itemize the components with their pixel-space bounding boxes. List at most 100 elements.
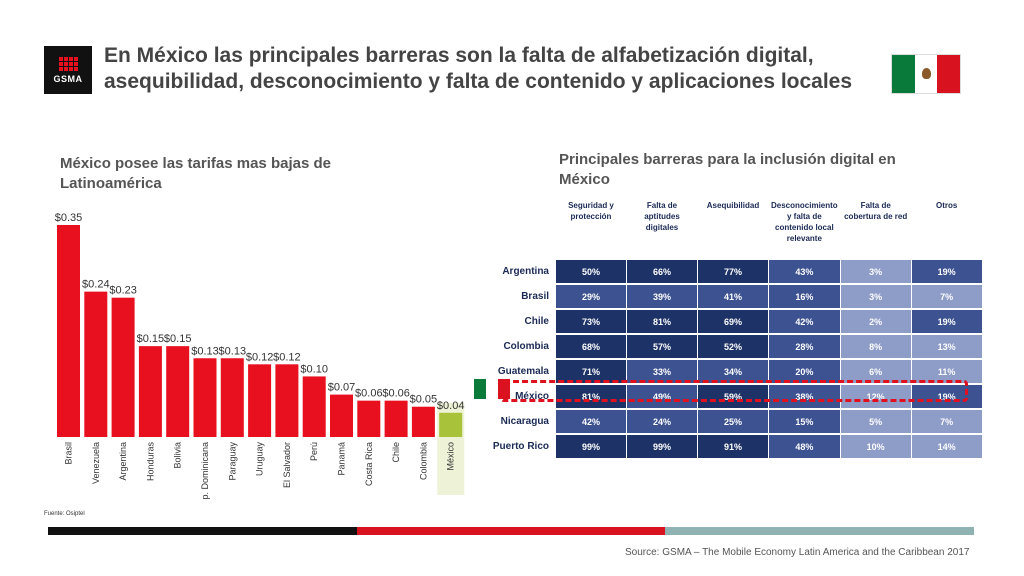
- footer-bar-segment: [48, 527, 357, 535]
- category-label: Paraguay: [227, 442, 237, 481]
- table-row: Argentina 50% 66% 77% 43% 3% 19%: [471, 260, 982, 283]
- category-label: Brasil: [64, 442, 74, 465]
- bar-rep-dominicana: [193, 358, 217, 437]
- heat-cell: 38%: [769, 385, 840, 408]
- bar-panam-: [330, 394, 353, 437]
- heat-cell: 68%: [556, 335, 626, 358]
- mexico-row-flag-icon: [474, 379, 510, 399]
- heat-cell: 29%: [556, 285, 626, 308]
- bar-value-label: $0.13: [219, 345, 247, 357]
- bar-value-label: $0.23: [109, 285, 137, 297]
- heat-cell: 69%: [698, 310, 768, 333]
- category-label: Colombia: [418, 442, 428, 480]
- bar-value-label: $0.15: [164, 333, 192, 345]
- table-row: Nicaragua 42% 24% 25% 15% 5% 7%: [471, 410, 982, 433]
- column-header: Desconocimiento y falta de contenido loc…: [771, 201, 838, 243]
- table-row: Colombia 68% 57% 52% 28% 8% 13%: [471, 335, 982, 358]
- bar-honduras: [138, 346, 162, 437]
- category-label: Bolivia: [173, 442, 183, 469]
- column-header: Seguridad y protección: [568, 201, 614, 221]
- bar-value-label: $0.07: [328, 382, 356, 394]
- bar-m-xico: [439, 412, 463, 437]
- table-corner: [471, 200, 555, 258]
- row-label: Guatemala: [497, 366, 549, 377]
- heat-cell: 6%: [840, 360, 911, 383]
- category-label: Chile: [391, 442, 401, 463]
- heat-cell: 14%: [911, 435, 982, 458]
- heat-cell: 50%: [556, 260, 626, 283]
- bar-value-label: $0.10: [300, 363, 328, 375]
- bar-uruguay: [248, 364, 272, 437]
- heat-cell: 11%: [911, 360, 982, 383]
- bar-venezuela: [84, 291, 108, 437]
- table-row: Brasil 29% 39% 41% 16% 3% 7%: [471, 285, 982, 308]
- heat-cell: 25%: [698, 410, 768, 433]
- heat-cell: 81%: [556, 385, 626, 408]
- heat-cell: 71%: [556, 360, 626, 383]
- category-label: Perú: [309, 442, 319, 461]
- heat-cell: 16%: [769, 285, 840, 308]
- category-label: Venezuela: [91, 442, 101, 484]
- footer-color-bar: [48, 527, 975, 535]
- bar-value-label: $0.12: [246, 351, 274, 363]
- heat-cell: 15%: [769, 410, 840, 433]
- footer-bar-segment: [665, 527, 975, 535]
- bar-paraguay: [220, 358, 244, 437]
- heat-cell: 3%: [840, 285, 911, 308]
- logo-text: GSMA: [53, 73, 83, 84]
- heat-cell: 34%: [698, 360, 768, 383]
- bar-bolivia: [166, 346, 190, 437]
- heat-cell: 57%: [627, 335, 697, 358]
- page-title: En México las principales barreras son l…: [104, 44, 853, 93]
- bar-value-label: $0.35: [55, 212, 83, 224]
- heat-cell: 10%: [840, 435, 911, 458]
- heat-cell: 99%: [556, 435, 626, 458]
- heat-cell: 42%: [556, 410, 626, 433]
- heat-cell: 19%: [911, 260, 982, 283]
- bar-per-: [302, 376, 326, 437]
- heat-cell: 39%: [627, 285, 697, 308]
- heat-cell: 3%: [840, 260, 911, 283]
- bar-value-label: $0.24: [82, 279, 110, 291]
- heat-cell: 43%: [769, 260, 840, 283]
- heat-cell: 8%: [840, 335, 911, 358]
- heat-cell: 24%: [627, 410, 697, 433]
- category-label: Costa Rica: [364, 442, 374, 486]
- heat-cell: 81%: [627, 310, 697, 333]
- row-label: Puerto Rico: [492, 441, 549, 452]
- bar-value-label: $0.12: [273, 351, 301, 363]
- category-label: México: [446, 442, 456, 471]
- heat-cell: 2%: [840, 310, 911, 333]
- barriers-heatmap-table: Seguridad y protección Falta de aptitudes…: [470, 198, 983, 460]
- heat-cell: 19%: [911, 385, 982, 408]
- bar-argentina: [111, 297, 135, 437]
- heat-cell: 52%: [698, 335, 768, 358]
- table-row: Puerto Rico 99% 99% 91% 48% 10% 14%: [471, 435, 982, 458]
- heat-cell: 20%: [769, 360, 840, 383]
- bar-value-label: $0.06: [355, 388, 383, 400]
- column-header: Asequibilidad: [706, 201, 760, 210]
- heat-cell: 66%: [627, 260, 697, 283]
- heat-cell: 42%: [769, 310, 840, 333]
- heat-cell: 41%: [698, 285, 768, 308]
- mexico-flag-icon: [892, 55, 961, 93]
- table-row: México 81% 49% 59% 38% 12% 19%: [471, 385, 982, 408]
- heat-cell: 49%: [627, 385, 697, 408]
- heat-cell: 28%: [769, 335, 840, 358]
- table-row: Chile 73% 81% 69% 42% 2% 19%: [471, 310, 982, 333]
- chart-source-note: Fuente: Osiptel: [44, 511, 85, 517]
- row-label: Colombia: [503, 341, 549, 352]
- row-label: Argentina: [502, 266, 549, 277]
- category-label: Honduras: [145, 442, 155, 482]
- row-label: Brasil: [521, 291, 549, 302]
- heat-cell: 12%: [840, 385, 911, 408]
- row-label: Chile: [524, 316, 549, 327]
- bar-value-label: $0.15: [137, 333, 165, 345]
- category-label: Rep. Dominicana: [200, 442, 210, 500]
- row-label: México: [515, 391, 549, 402]
- column-header: Otros: [936, 201, 958, 210]
- tariff-bar-chart: $0.35 Brasil $0.24 Venezuela $0.23 Argentina $…: [55, 212, 465, 500]
- table-row: Guatemala 71% 33% 34% 20% 6% 11%: [471, 360, 982, 383]
- bar-value-label: $0.04: [437, 400, 465, 412]
- table-subtitle: Principales barreras para la inclusión d…: [559, 151, 896, 188]
